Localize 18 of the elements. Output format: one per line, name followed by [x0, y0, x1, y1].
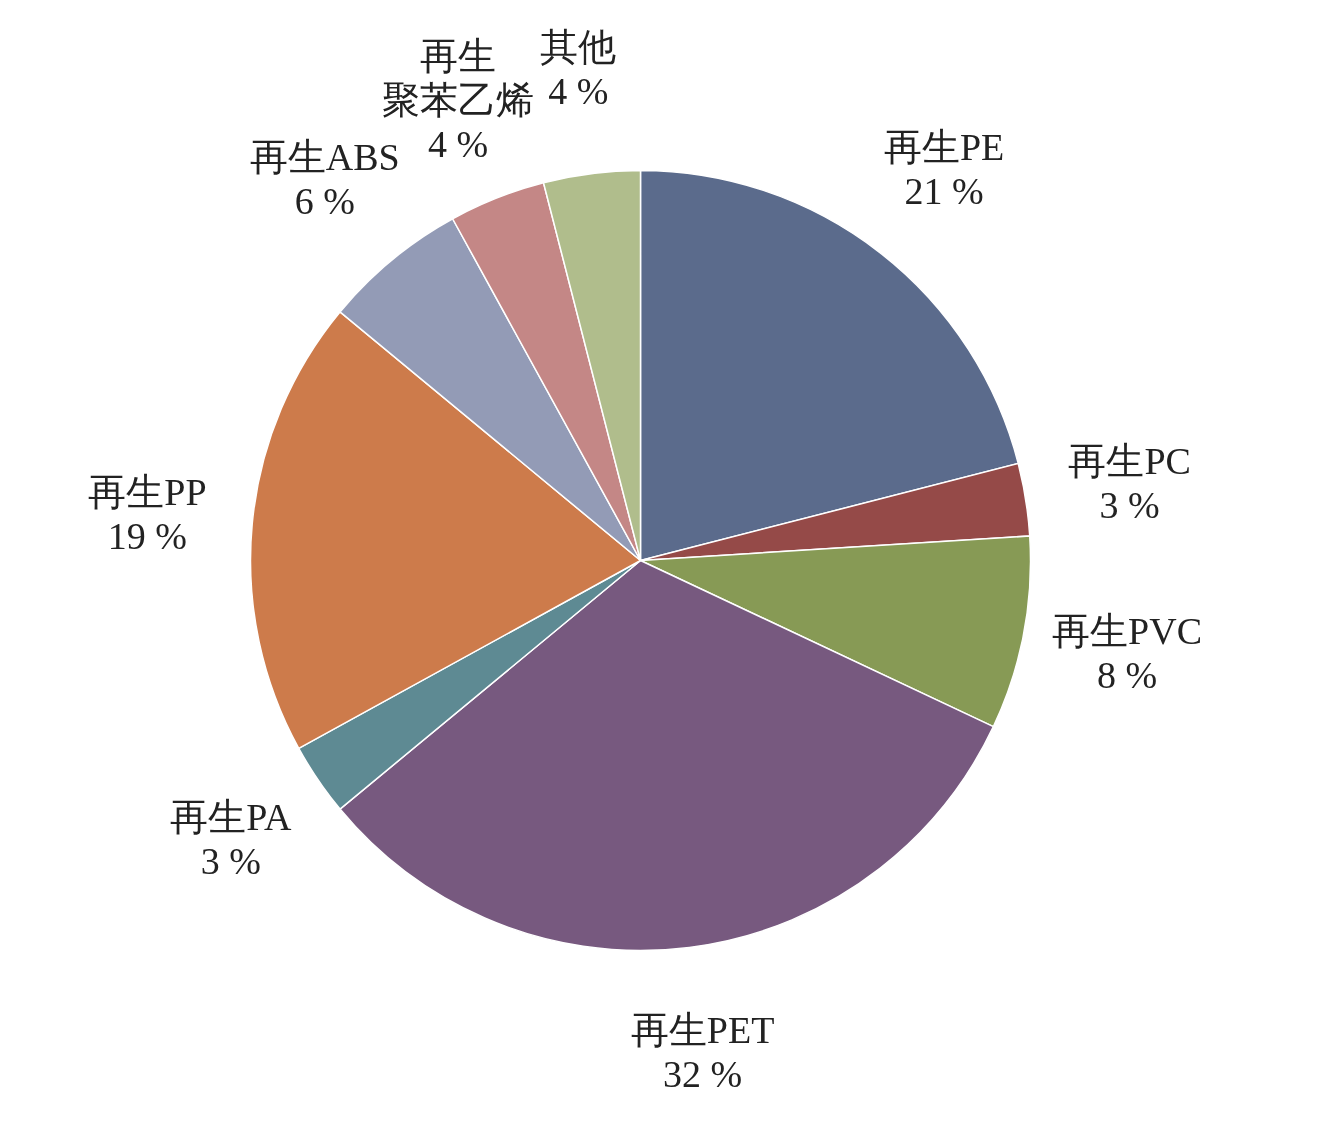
data-label: 4 %: [548, 70, 609, 113]
data-label: 19 %: [107, 514, 187, 557]
data-label: 21 %: [904, 170, 984, 213]
data-label: 3 %: [1099, 484, 1160, 527]
slice-label: 再生聚苯乙烯: [382, 34, 535, 121]
slice-label: 再生ABS: [249, 135, 400, 178]
data-label: 32 %: [663, 1052, 743, 1095]
slice-label: 再生PP: [88, 470, 207, 513]
data-label: 6 %: [294, 179, 355, 222]
slice-label: 再生PC: [1068, 439, 1191, 482]
slice-label: 再生PET: [630, 1008, 775, 1051]
data-label: 8 %: [1096, 654, 1158, 697]
slice-label: 其他: [540, 26, 617, 69]
slice-label: 再生PA: [170, 795, 292, 838]
data-label: 3 %: [200, 839, 261, 882]
slice-label: 再生PE: [883, 126, 1005, 169]
slice-label: 再生PVC: [1052, 610, 1202, 653]
data-label: 4 %: [428, 123, 489, 166]
